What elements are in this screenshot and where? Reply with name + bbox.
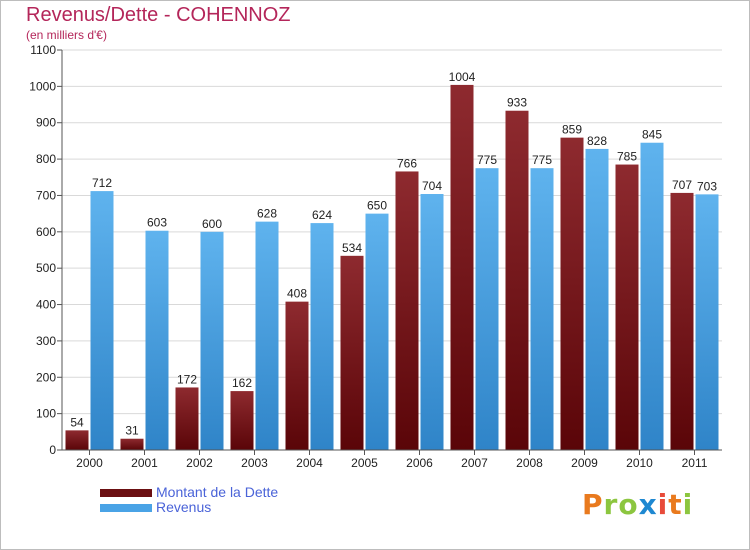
bar-debt <box>615 164 639 450</box>
bar-debt <box>450 84 474 450</box>
y-tick-label: 100 <box>36 407 56 421</box>
logo-letter: o <box>618 488 639 521</box>
bar-debt <box>395 171 419 451</box>
logo-letter: t <box>668 488 683 521</box>
bar-debt <box>505 110 529 451</box>
chart-title: Revenus/Dette - COHENNOZ <box>26 4 291 26</box>
data-label: 828 <box>587 134 607 148</box>
bar-debt <box>175 387 199 450</box>
y-tick-label: 500 <box>36 261 56 275</box>
x-tick-label: 2007 <box>461 456 488 470</box>
bar-revenus <box>200 231 224 450</box>
bar-revenus <box>475 168 499 450</box>
y-tick-label: 400 <box>36 298 56 312</box>
data-label: 54 <box>70 415 84 429</box>
logo-letter: i <box>657 488 669 521</box>
x-tick-label: 2000 <box>76 456 103 470</box>
data-label: 600 <box>202 217 222 231</box>
bar-revenus <box>585 148 609 450</box>
bar-revenus <box>145 230 169 450</box>
data-label: 172 <box>177 372 197 386</box>
data-label: 408 <box>287 287 307 301</box>
bar-revenus <box>255 221 279 450</box>
data-label: 31 <box>125 424 139 438</box>
data-label: 775 <box>477 153 497 167</box>
x-tick-label: 2001 <box>131 456 158 470</box>
bar-debt <box>285 301 309 450</box>
x-tick-label: 2003 <box>241 456 268 470</box>
data-label: 162 <box>232 376 252 390</box>
data-label: 1004 <box>449 70 476 84</box>
y-tick-label: 1000 <box>29 79 56 93</box>
bar-revenus <box>90 191 114 450</box>
y-tick-label: 300 <box>36 334 56 348</box>
bar-revenus <box>640 142 664 450</box>
bar-debt <box>230 391 254 450</box>
x-tick-label: 2005 <box>351 456 378 470</box>
data-label: 624 <box>312 208 332 222</box>
y-tick-label: 900 <box>36 116 56 130</box>
legend-label-revenus: Revenus <box>156 499 212 515</box>
data-label: 703 <box>697 179 717 193</box>
data-label: 603 <box>147 216 167 230</box>
data-label: 707 <box>672 178 692 192</box>
x-tick-label: 2008 <box>516 456 543 470</box>
y-tick-label: 800 <box>36 152 56 166</box>
y-tick-label: 0 <box>49 443 56 457</box>
data-label: 785 <box>617 150 637 164</box>
legend-swatch-revenus <box>100 504 152 512</box>
x-tick-label: 2009 <box>571 456 598 470</box>
bar-debt <box>65 430 89 450</box>
logo-letter: i <box>682 488 694 521</box>
chart-subtitle: (en milliers d'€) <box>26 28 107 42</box>
bar-revenus <box>530 168 554 450</box>
x-tick-label: 2011 <box>682 456 708 470</box>
data-label: 534 <box>342 241 362 255</box>
data-label: 712 <box>92 176 112 190</box>
x-tick-label: 2004 <box>296 456 323 470</box>
bar-revenus <box>695 194 719 450</box>
data-label: 775 <box>532 153 552 167</box>
x-tick-label: 2010 <box>626 456 653 470</box>
data-label: 933 <box>507 96 527 110</box>
data-label: 859 <box>562 123 582 137</box>
x-tick-label: 2006 <box>406 456 433 470</box>
bar-revenus <box>365 213 389 450</box>
data-label: 650 <box>367 199 387 213</box>
bar-revenus <box>310 223 334 450</box>
bar-debt <box>670 192 694 450</box>
y-tick-label: 700 <box>36 188 56 202</box>
y-tick-label: 1100 <box>30 43 56 57</box>
logo-letter: x <box>638 488 658 521</box>
legend-label-debt: Montant de la Dette <box>156 484 279 500</box>
legend-swatch-debt <box>100 489 152 497</box>
bar-debt <box>120 438 144 450</box>
logo-letter: P <box>582 488 604 521</box>
data-label: 766 <box>397 156 417 170</box>
x-tick-label: 2002 <box>186 456 213 470</box>
y-tick-label: 600 <box>36 225 56 239</box>
logo-letter: r <box>603 488 619 521</box>
bar-debt <box>560 137 584 451</box>
data-label: 845 <box>642 128 662 142</box>
y-tick-label: 200 <box>36 370 56 384</box>
bar-debt <box>340 255 364 450</box>
data-label: 704 <box>422 179 442 193</box>
proxiti-logo: Proxiti <box>582 488 693 521</box>
bar-revenus <box>420 194 444 450</box>
data-label: 628 <box>257 207 277 221</box>
